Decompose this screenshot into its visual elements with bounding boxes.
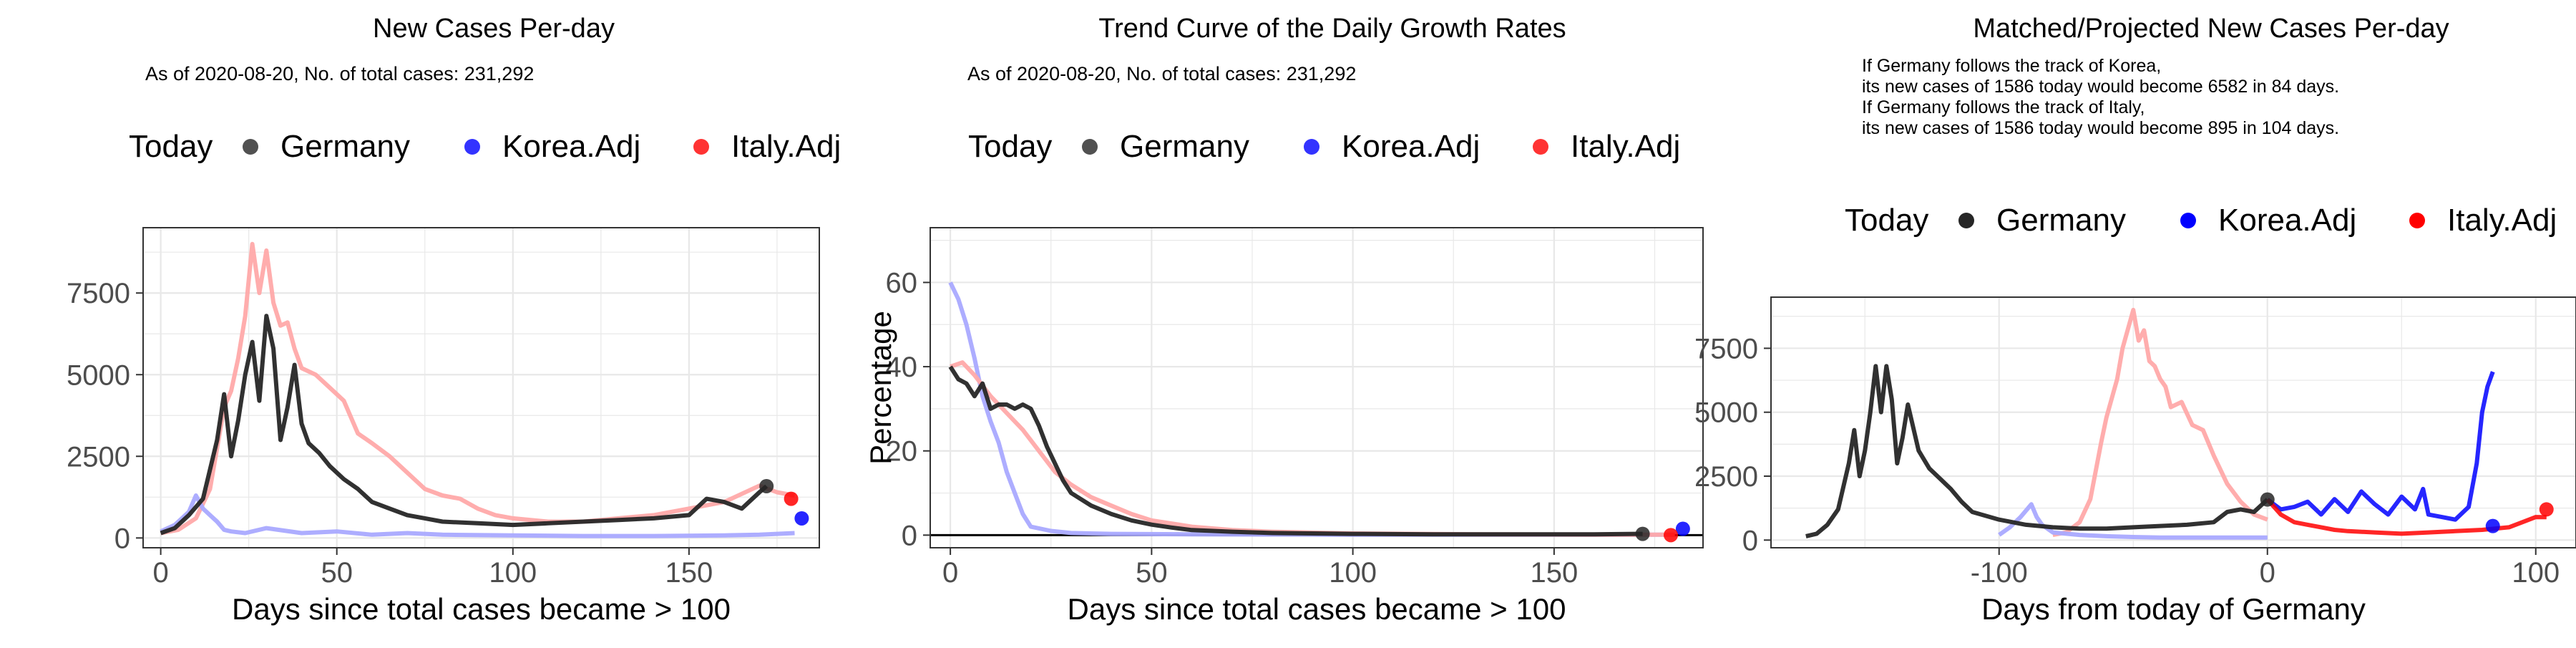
legend-label: Italy.Adj [731,129,841,164]
plot-area [930,227,1704,548]
chart-subtitle: As of 2020-08-20, No. of total cases: 23… [967,63,1356,84]
plot-border [142,227,820,548]
series-line-germany [948,365,1643,537]
chart-panel-2: Trend Curve of the Daily Growth Rates As … [864,14,1704,626]
series-line-korea-adj [948,281,1675,537]
x-tick-label: 100 [2512,557,2560,589]
x-tick-label: 100 [1329,557,1377,589]
legend-label: Germany [1996,203,2126,238]
x-tick-label: 150 [1531,557,1579,589]
y-tick-label: 0 [114,523,130,554]
x-tick-label: 0 [2260,557,2275,589]
legend-marker-germany [1082,139,1098,155]
today-point-italy-adj [784,491,799,506]
x-axis-label: Days since total cases became > 100 [232,592,731,626]
chart-subtitle: As of 2020-08-20, No. of total cases: 23… [145,63,534,84]
y-tick-label: 5000 [1694,397,1758,429]
y-tick-label: 40 [886,352,918,383]
chart-panel-3: Matched/Projected New Cases Per-day If Ge… [1694,14,2576,626]
today-point-germany [759,478,774,493]
chart-panel-1: New Cases Per-day As of 2020-08-20, No. o… [67,14,841,626]
legend: Today Germany Korea.Adj Italy.Adj [1845,203,2557,238]
legend-marker-korea-adj [464,139,480,155]
annotation-line: If Germany follows the track of Korea, [1862,56,2161,76]
chart-title: Matched/Projected New Cases Per-day [1973,14,2449,44]
annotation-line: its new cases of 1586 today would become… [1862,77,2339,97]
legend-title: Today [1845,203,1928,238]
series-line-germany [1805,364,2269,538]
today-point-germany [1635,526,1650,541]
y-tick-label: 2500 [1694,461,1758,493]
legend-marker-italy-adj [2409,213,2425,228]
x-tick-label: 50 [1136,557,1168,589]
legend-marker-korea-adj [1304,139,1319,155]
y-axis-label: Percentage [864,311,897,465]
legend-label: Italy.Adj [1571,129,1680,164]
plot-border [930,227,1704,548]
chart-title: Trend Curve of the Daily Growth Rates [1098,14,1566,44]
series-line-korea-projection [2266,371,2495,522]
x-tick-label: 150 [665,557,713,589]
x-axis-label: Days from today of Germany [1981,592,2366,626]
legend-marker-korea-adj [2180,213,2196,228]
x-tick-label: 50 [321,557,353,589]
plot-area [1770,296,2576,548]
legend-marker-italy-adj [1533,139,1548,155]
legend: Today Germany Korea.Adj Italy.Adj [968,129,1680,164]
x-tick-label: 0 [152,557,168,589]
legend-label: Italy.Adj [2447,203,2557,238]
legend-label: Korea.Adj [1342,129,1480,164]
x-tick-label: 0 [942,557,958,589]
y-tick-label: 0 [902,520,917,551]
y-tick-label: 60 [886,267,918,299]
today-point-korea-adj [794,511,809,526]
series-line-italy-adj [2052,307,2268,538]
today-point-korea-adj [2485,518,2500,533]
x-tick-label: 100 [489,557,537,589]
y-tick-label: 7500 [1694,333,1758,364]
plot-border [1770,296,2576,548]
legend-label: Korea.Adj [502,129,640,164]
legend-label: Germany [280,129,410,164]
annotation-line: its new cases of 1586 today would become… [1862,118,2339,138]
y-tick-label: 0 [1742,525,1758,556]
legend-label: Korea.Adj [2218,203,2356,238]
today-point-korea-adj [1675,521,1690,536]
legend-title: Today [968,129,1052,164]
plot-area [142,227,820,548]
legend-marker-germany [1958,213,1974,228]
today-point-germany [2260,492,2275,507]
x-axis-label: Days since total cases became > 100 [1068,592,1566,626]
annotation-line: If Germany follows the track of Italy, [1862,97,2145,117]
y-tick-label: 5000 [67,359,130,391]
chart-title: New Cases Per-day [373,14,615,44]
legend: Today Germany Korea.Adj Italy.Adj [129,129,841,164]
series-line-korea-adj [1998,502,2268,540]
y-tick-label: 2500 [67,441,130,473]
series-line-italy-projection [2265,498,2547,536]
legend-label: Germany [1120,129,1249,164]
x-tick-label: -100 [1971,557,2028,589]
today-point-italy-adj [1664,528,1678,543]
legend-marker-italy-adj [693,139,709,155]
legend-marker-germany [243,139,258,155]
series-line-germany [160,314,769,536]
y-tick-label: 7500 [67,278,130,309]
legend-title: Today [129,129,213,164]
y-tick-label: 20 [886,436,918,468]
plot-background [930,228,1703,548]
today-point-italy-adj [2539,502,2554,517]
